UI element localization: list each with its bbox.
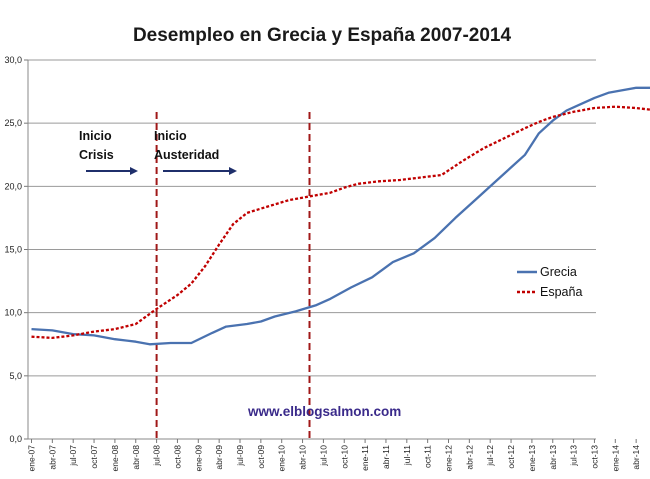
x-tick-label: ene-14: [610, 445, 620, 472]
x-tick-label: ene-11: [360, 445, 370, 471]
x-tick-label: ene-13: [527, 445, 537, 472]
y-tick-label: 25,0: [4, 118, 22, 128]
x-tick-label: abr-12: [464, 445, 474, 470]
legend-label-espana: España: [540, 285, 582, 299]
x-tick-label: jul-09: [235, 445, 245, 467]
x-tick-label: abr-14: [631, 445, 641, 470]
legend-label-grecia: Grecia: [540, 265, 577, 279]
legend: Grecia España: [517, 265, 582, 299]
y-axis: 0,0 5,0 10,0 15,0 20,0 25,0 30,0: [4, 55, 29, 444]
series-line-grecia: [31, 86, 650, 346]
annotation-austeridad-line2: Austeridad: [154, 148, 219, 162]
x-tick-label: oct-12: [506, 445, 516, 469]
annotation-austeridad: Inicio Austeridad: [154, 129, 237, 175]
x-tick-label: jul-11: [402, 445, 412, 466]
x-tick-label: jul-08: [152, 445, 162, 467]
x-tick-label: abr-07: [47, 445, 57, 470]
y-tick-label: 10,0: [4, 308, 22, 318]
annotation-crisis-line2: Crisis: [79, 148, 114, 162]
series-line-espana: [31, 105, 650, 340]
annotation-austeridad-line1: Inicio: [154, 129, 187, 143]
chart-title: Desempleo en Grecia y España 2007-2014: [133, 25, 512, 46]
x-tick-label: jul-07: [68, 445, 78, 467]
x-tick-label: abr-13: [548, 445, 558, 470]
x-tick-label: ene-10: [277, 445, 287, 472]
x-tick-label: ene-08: [110, 445, 120, 472]
x-axis: ene-07 abr-07 jul-07 oct-07 ene-08 abr-08 jul-…: [27, 438, 641, 472]
y-tick-label: 0,0: [9, 434, 22, 444]
watermark-text: www.elblogsalmon.com: [247, 404, 401, 419]
series-lines: [31, 86, 650, 346]
y-tick-label: 15,0: [4, 245, 22, 255]
x-tick-label: jul-10: [318, 445, 328, 467]
y-tick-label: 30,0: [4, 55, 22, 65]
x-tick-label: oct-10: [339, 445, 349, 469]
annotation-crisis-line1: Inicio: [79, 129, 112, 143]
x-tick-label: abr-11: [381, 445, 391, 469]
gridlines: [28, 59, 596, 377]
x-tick-label: ene-07: [27, 445, 37, 472]
x-tick-label: jul-12: [485, 445, 495, 467]
annotation-crisis-arrowhead: [130, 167, 138, 175]
x-tick-label: oct-11: [423, 445, 433, 468]
x-tick-label: ene-12: [444, 445, 454, 472]
x-tick-label: oct-13: [589, 445, 599, 469]
x-tick-label: oct-07: [89, 445, 99, 469]
annotation-austeridad-arrowhead: [229, 167, 237, 175]
x-tick-label: ene-09: [193, 445, 203, 472]
x-tick-label: abr-09: [214, 445, 224, 470]
annotation-crisis: Inicio Crisis: [79, 129, 138, 175]
x-tick-label: abr-08: [131, 445, 141, 470]
y-tick-label: 20,0: [4, 181, 22, 191]
x-tick-label: oct-08: [172, 445, 182, 469]
x-tick-label: oct-09: [256, 445, 266, 469]
x-tick-label: jul-13: [569, 445, 579, 467]
y-tick-label: 5,0: [9, 371, 22, 381]
x-tick-label: abr-10: [298, 445, 308, 470]
